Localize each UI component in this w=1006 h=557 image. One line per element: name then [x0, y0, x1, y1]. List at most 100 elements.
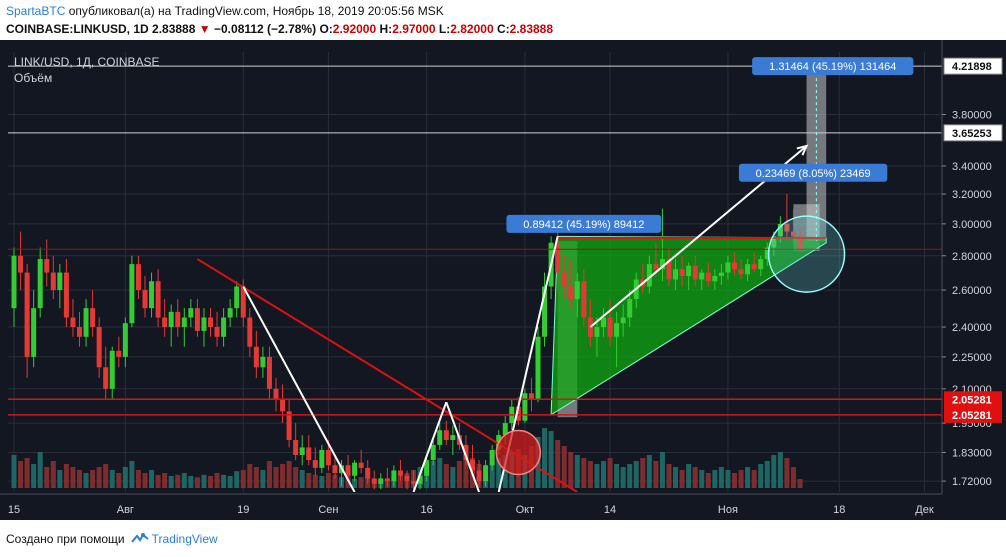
- candle-body: [627, 299, 633, 318]
- candle-body: [253, 346, 259, 368]
- volume-bar: [601, 461, 606, 488]
- x-tick-label: 16: [421, 504, 433, 516]
- candle-body: [234, 286, 240, 309]
- price-axis-label: 2.05281: [952, 394, 992, 406]
- volume-bar: [751, 470, 757, 488]
- volume-bar: [627, 464, 633, 488]
- volume-bar: [712, 470, 718, 488]
- y-tick-label: 3.00000: [952, 219, 992, 231]
- x-tick-label: 19: [237, 504, 249, 516]
- author-link[interactable]: SpartaBTC: [6, 4, 66, 18]
- highlight-circle: [767, 215, 846, 293]
- volume-bar: [456, 461, 462, 488]
- candle-body: [751, 264, 757, 270]
- candle-body: [483, 465, 489, 482]
- tradingview-logo-text: TradingView: [151, 532, 218, 546]
- candle-body: [155, 281, 161, 318]
- x-tick-label: 15: [8, 504, 20, 516]
- volume-bar: [430, 461, 436, 488]
- candle-body: [260, 356, 266, 368]
- candle-body: [365, 467, 371, 479]
- down-arrow-icon: ▼: [198, 22, 211, 36]
- volume-bar: [555, 440, 561, 488]
- candle-body: [522, 393, 528, 421]
- volume-bar: [771, 455, 777, 488]
- candle-body: [594, 327, 600, 337]
- volume-bar: [489, 461, 495, 488]
- volume-bar: [24, 458, 30, 488]
- price-axis-label-bg: [943, 57, 1003, 75]
- volume-bar: [63, 464, 69, 488]
- volume-bar: [90, 470, 96, 488]
- measure-label-bg: [506, 214, 662, 233]
- volume-bar: [502, 455, 508, 488]
- volume-bar: [397, 476, 403, 488]
- volume-bar: [37, 452, 43, 488]
- candle-body: [188, 308, 194, 318]
- candle-body: [247, 317, 253, 347]
- volume-bar: [352, 479, 358, 488]
- measure-label-bg: [738, 163, 888, 182]
- volume-bar: [149, 470, 155, 488]
- price-axis-label: 4.21898: [952, 61, 992, 73]
- candle-body: [764, 247, 770, 260]
- candle-body: [515, 406, 521, 421]
- candle-body: [70, 317, 76, 328]
- volume-bar: [44, 467, 50, 488]
- candle-body: [476, 470, 482, 482]
- candle-body: [732, 262, 737, 270]
- candle-body: [679, 269, 685, 277]
- volume-bar: [633, 461, 639, 488]
- y-tick-label: 3.40000: [952, 161, 992, 173]
- made-with-text: Создано при помощи: [6, 532, 125, 546]
- candle-body: [221, 317, 227, 337]
- x-tick-label: Окт: [516, 504, 535, 516]
- candle-body: [181, 317, 187, 328]
- price-axis-label-bg: [943, 124, 1003, 142]
- volume-bar: [129, 461, 135, 488]
- price-axis-label-bg: [944, 406, 1002, 423]
- volume-bar: [162, 473, 168, 488]
- volume-bar: [319, 476, 325, 488]
- ohlc-open-label: O:: [319, 22, 333, 36]
- volume-bar: [188, 476, 194, 488]
- candle-body: [240, 286, 246, 318]
- volume-bar: [705, 473, 711, 488]
- volume-bar: [496, 458, 502, 488]
- published-text: опубликовал(а) на TradingView.com, Ноябр…: [68, 4, 444, 18]
- ohlc-close: 2.83888: [509, 22, 554, 36]
- price-axis-label: 3.65253: [952, 128, 992, 140]
- candle-body: [103, 367, 109, 389]
- candle-body: [345, 465, 351, 476]
- y-tick-label: 2.60000: [952, 285, 992, 297]
- volume-bar: [280, 464, 286, 488]
- volume-bar: [18, 461, 24, 488]
- candle-body: [96, 327, 102, 368]
- candle-body: [463, 444, 469, 461]
- candle-body: [11, 255, 17, 309]
- candle-body: [352, 462, 358, 476]
- price-axis-label-bg: [944, 391, 1002, 408]
- symbol: COINBASE:LINKUSD, 1D: [6, 22, 149, 36]
- volume-bar: [299, 470, 305, 488]
- volume-bar: [214, 473, 220, 488]
- candle-body: [528, 393, 534, 400]
- candle-body: [568, 286, 574, 300]
- volume-bar: [135, 470, 141, 488]
- volume-bar: [568, 452, 574, 488]
- candle-body: [718, 272, 724, 277]
- candle-body: [424, 460, 430, 476]
- candle-body: [411, 481, 417, 484]
- candle-body: [135, 264, 141, 291]
- measure-label-bg: [752, 57, 914, 76]
- candle-body: [620, 317, 626, 324]
- measure-label: 1.31464 (45.19%) 131464: [769, 61, 896, 73]
- price-chart[interactable]: 1.31464 (45.19%) 131464 0.23469 (8.05%) 2…: [0, 40, 1006, 520]
- candle-body: [404, 475, 410, 482]
- candle-body: [63, 272, 69, 318]
- volume-bar: [758, 464, 764, 488]
- candle-body: [777, 223, 783, 237]
- candle-body: [784, 223, 790, 232]
- candle-body: [653, 264, 659, 270]
- tradingview-logo[interactable]: TradingView: [130, 532, 218, 546]
